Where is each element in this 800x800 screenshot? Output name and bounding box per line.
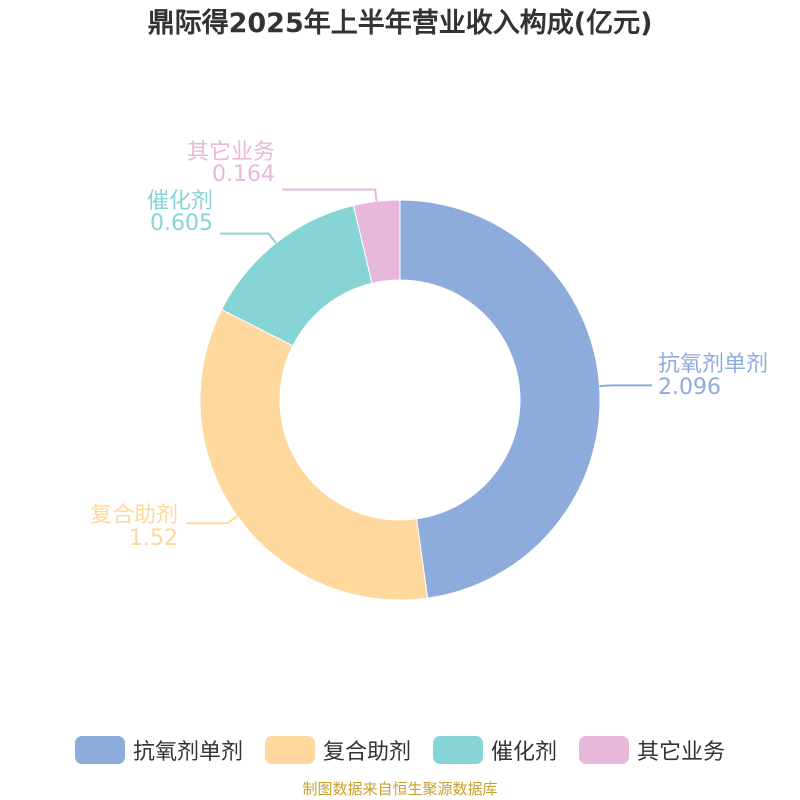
legend-swatch xyxy=(433,736,483,764)
legend-label: 其它业务 xyxy=(637,740,726,765)
donut-slice-1[interactable] xyxy=(399,199,601,599)
slice-label-name-4: 其它业务 xyxy=(187,140,275,165)
legend-label: 复合助剂 xyxy=(322,740,411,765)
chart-title: 鼎际得2025年上半年营业收入构成(亿元) xyxy=(147,8,653,39)
leader-line-3 xyxy=(220,232,277,244)
leader-line-4 xyxy=(282,188,378,202)
legend-swatch xyxy=(579,736,630,764)
slice-label-value-2: 1.52 xyxy=(129,526,178,551)
slice-label-name-2: 复合助剂 xyxy=(90,503,178,528)
legend-label: 抗氧剂单剂 xyxy=(132,740,243,765)
slice-label-value-1: 2.096 xyxy=(658,375,721,400)
legend-item-2[interactable]: 复合助剂 xyxy=(264,734,411,766)
legend-label: 催化剂 xyxy=(491,740,558,765)
donut-slice-4[interactable] xyxy=(352,199,401,284)
legend-item-3[interactable]: 催化剂 xyxy=(433,734,557,766)
slice-label-name-3: 催化剂 xyxy=(147,189,213,214)
slice-label-name-1: 抗氧剂单剂 xyxy=(658,352,768,377)
legend: 抗氧剂单剂 复合助剂 催化剂 其它业务 xyxy=(0,734,800,766)
slice-label-value-4: 0.164 xyxy=(212,162,275,187)
legend-swatch xyxy=(264,736,315,764)
legend-swatch xyxy=(74,736,125,764)
source-note: 制图数据来自恒生聚源数据库 xyxy=(302,780,498,798)
donut-slice-2[interactable] xyxy=(199,308,429,601)
slice-label-value-3: 0.605 xyxy=(150,211,213,236)
leader-line-1 xyxy=(599,384,652,388)
legend-item-1[interactable]: 抗氧剂单剂 xyxy=(74,734,243,766)
leader-line-2 xyxy=(186,515,238,525)
legend-item-4[interactable]: 其它业务 xyxy=(579,734,725,766)
